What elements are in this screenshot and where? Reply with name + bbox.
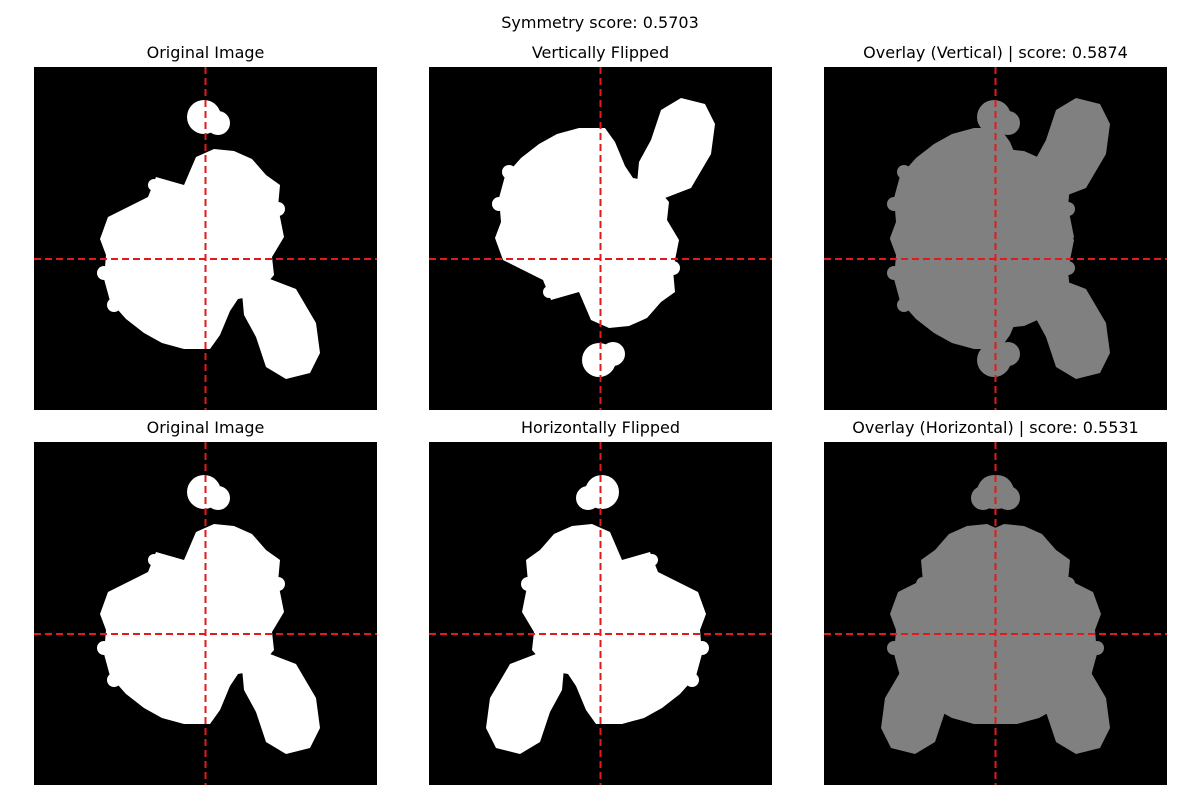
original-mask-bottom <box>34 442 377 785</box>
panel-title-original-top: Original Image <box>146 43 265 62</box>
panel-title-vertical-overlay: Overlay (Vertical) | score: 0.5874 <box>863 43 1128 62</box>
figure-suptitle: Symmetry score: 0.5703 <box>501 13 699 32</box>
panel-title-original-bottom: Original Image <box>146 418 265 437</box>
panel-original-bottom <box>34 442 377 785</box>
panel-horizontal-flip <box>429 442 772 785</box>
horizontal-overlay-mask <box>824 442 1167 785</box>
vertically-flipped-mask <box>429 67 772 410</box>
panel-vertical-overlay <box>824 67 1167 410</box>
vertical-overlay-mask <box>824 67 1167 410</box>
panel-title-vertical-flip: Vertically Flipped <box>531 43 670 62</box>
panel-vertical-flip <box>429 67 772 410</box>
panel-title-horizontal-flip: Horizontally Flipped <box>520 418 681 437</box>
original-mask-top <box>34 67 377 410</box>
horizontally-flipped-mask <box>429 442 772 785</box>
panel-horizontal-overlay <box>824 442 1167 785</box>
panel-original-top <box>34 67 377 410</box>
panel-title-horizontal-overlay: Overlay (Horizontal) | score: 0.5531 <box>852 418 1139 437</box>
